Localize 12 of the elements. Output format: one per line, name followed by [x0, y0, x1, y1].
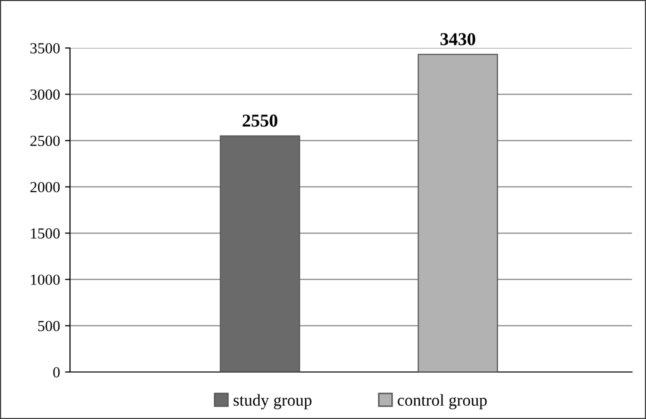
- y-tick-label: 500: [38, 320, 60, 332]
- legend-label: study group: [234, 394, 312, 410]
- legend-label: control group: [398, 394, 487, 410]
- y-tick-label: 2500: [30, 136, 60, 146]
- data-label: 3430: [440, 33, 476, 46]
- y-tick-label: 0: [53, 367, 60, 378]
- y-tick-label: 3000: [30, 89, 60, 100]
- y-tick-label: 1500: [31, 228, 60, 239]
- data-label: 2550: [242, 114, 278, 127]
- y-tick-label: 1000: [31, 274, 60, 285]
- y-tick-label: 2000: [30, 182, 60, 192]
- y-tick-label: 3500: [30, 43, 60, 54]
